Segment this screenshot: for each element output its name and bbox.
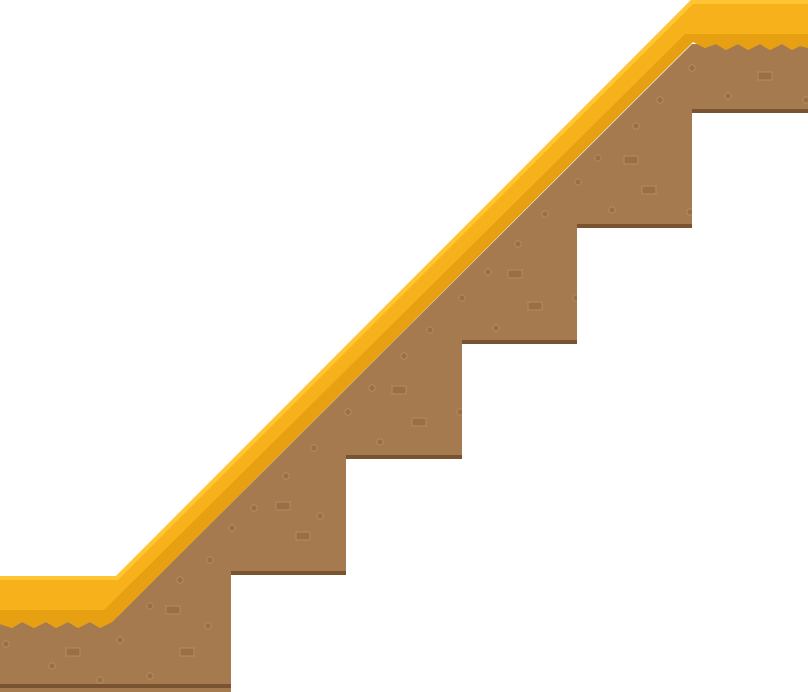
dirt-brick [165, 605, 181, 615]
dirt-speck [250, 504, 258, 512]
dirt-speck [492, 324, 500, 332]
dirt-speck [96, 676, 104, 684]
dirt-speck [282, 472, 290, 480]
dirt-brick [641, 185, 657, 195]
dirt-speck [656, 96, 664, 104]
step-shadows [0, 109, 808, 688]
dirt-brick [623, 155, 639, 165]
dirt-brick [507, 269, 523, 279]
dirt-speck [206, 556, 214, 564]
dirt-brick [275, 501, 291, 511]
step-shadow [692, 109, 808, 113]
dirt-speck [456, 408, 464, 416]
dirt-speck [484, 268, 492, 276]
dirt-speck [344, 408, 352, 416]
dirt-speck [724, 92, 732, 100]
dirt-speck [802, 96, 808, 104]
dirt-speck [310, 444, 318, 452]
dirt-speck [316, 512, 324, 520]
dirt-speck [146, 672, 154, 680]
grass-highlight [0, 0, 808, 580]
step-shadow [231, 571, 346, 575]
dirt-brick [391, 385, 407, 395]
dirt-speck [632, 122, 640, 130]
dirt-speck [48, 662, 56, 670]
dirt-speck [686, 208, 694, 216]
dirt-speck [572, 294, 580, 302]
dirt-speck [514, 240, 522, 248]
step-shadow [346, 455, 462, 459]
dirt-speck [594, 154, 602, 162]
dirt-speck [116, 636, 124, 644]
step-shadow [462, 340, 577, 344]
dirt-speck [541, 210, 549, 218]
dirt-brick [65, 647, 81, 657]
dirt-speck [574, 178, 582, 186]
dirt-speck [400, 352, 408, 360]
dirt-speck [204, 622, 212, 630]
grass-cap [0, 0, 808, 628]
dirt-speck [368, 384, 376, 392]
dirt-speck [688, 64, 696, 72]
dirt-brick [411, 417, 427, 427]
dirt-brick [295, 531, 311, 541]
dirt-brick [527, 301, 543, 311]
dirt-speck [146, 602, 154, 610]
step-shadow [0, 684, 231, 688]
dirt-speck [228, 524, 236, 532]
dirt-brick [757, 71, 773, 81]
dirt-speck [458, 294, 466, 302]
dirt-speck [2, 640, 10, 648]
dirt-speck [376, 438, 384, 446]
dirt-speck [426, 326, 434, 334]
dirt-speck [608, 206, 616, 214]
dirt-brick [179, 647, 195, 657]
step-shadow [577, 224, 692, 228]
dirt-speck [176, 576, 184, 584]
dirt-body [0, 44, 808, 692]
